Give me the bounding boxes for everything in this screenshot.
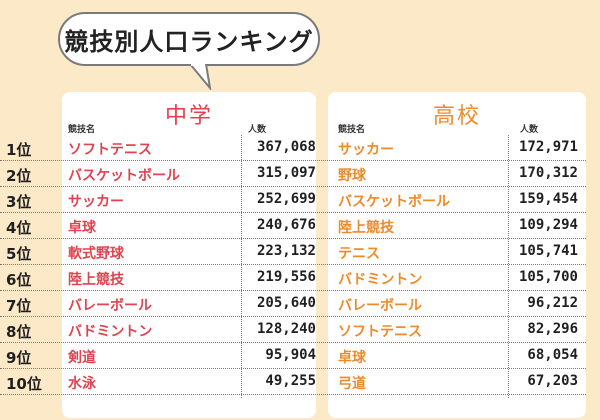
- title-speech-bubble: 競技別人口ランキング: [58, 12, 320, 90]
- table-row: 2位 バスケットボール 315,097 野球 170,312: [0, 161, 600, 187]
- table-row: 3位 サッカー 252,699 バスケットボール 159,454: [0, 187, 600, 213]
- high-school-count: 82,296: [527, 321, 578, 337]
- junior-high-count: 219,556: [256, 269, 316, 285]
- high-school-sport: 陸上競技: [338, 220, 394, 236]
- table-row: 1位 ソフトテニス 367,068 サッカー 172,971: [0, 135, 600, 161]
- table-row: 8位 バドミントン 128,240 ソフトテニス 82,296: [0, 317, 600, 343]
- junior-high-heading: 中学: [164, 104, 213, 129]
- high-school-column-divider: [508, 135, 509, 398]
- high-school-sport: サッカー: [338, 142, 394, 158]
- high-school-sport: 野球: [338, 168, 366, 184]
- high-school-sport: 弓道: [338, 376, 366, 392]
- row-divider: [0, 160, 586, 161]
- high-school-count: 159,454: [518, 191, 578, 207]
- junior-high-sport: 卓球: [68, 220, 96, 236]
- row-divider: [0, 186, 586, 187]
- rank-label: 1位: [6, 141, 32, 159]
- high-school-sport: バレーボール: [338, 298, 422, 314]
- high-school-sport-header: 競技名: [338, 125, 366, 135]
- junior-high-sport-header: 競技名: [68, 125, 96, 135]
- junior-high-count: 205,640: [256, 295, 316, 311]
- junior-high-sport: バスケットボール: [68, 168, 180, 184]
- junior-high-sport: ソフトテニス: [68, 142, 152, 158]
- junior-high-sport: 陸上競技: [68, 272, 124, 288]
- high-school-count-header: 人数: [520, 125, 539, 135]
- junior-high-sport: 水泳: [68, 376, 96, 392]
- high-school-sport: テニス: [338, 246, 380, 262]
- high-school-sport: バドミントン: [338, 272, 423, 288]
- junior-high-count: 315,097: [256, 165, 316, 181]
- table-row: 7位 バレーボール 205,640 バレーボール 96,212: [0, 291, 600, 317]
- row-divider: [0, 368, 586, 369]
- junior-high-column-divider: [241, 135, 242, 398]
- rank-label: 7位: [6, 297, 32, 315]
- rank-label: 10位: [6, 375, 42, 393]
- junior-high-count: 252,699: [256, 191, 316, 207]
- high-school-count: 109,294: [518, 217, 578, 233]
- row-divider: [0, 264, 586, 265]
- high-school-count: 96,212: [527, 295, 578, 311]
- junior-high-sport: バドミントン: [68, 324, 153, 340]
- junior-high-sport: 軟式野球: [68, 246, 124, 262]
- junior-high-count: 128,240: [256, 321, 316, 337]
- rank-label: 5位: [6, 245, 32, 263]
- junior-high-count: 240,676: [256, 217, 316, 233]
- junior-high-count: 49,255: [265, 373, 316, 389]
- rank-label: 6位: [6, 271, 32, 289]
- high-school-count: 68,054: [527, 347, 578, 363]
- junior-high-sport: バレーボール: [68, 298, 152, 314]
- high-school-sport: ソフトテニス: [338, 324, 422, 340]
- row-divider: [0, 342, 586, 343]
- table-row: 5位 軟式野球 223,132 テニス 105,741: [0, 239, 600, 265]
- junior-high-sport: 剣道: [68, 350, 96, 366]
- row-divider: [0, 394, 586, 395]
- high-school-count: 172,971: [518, 139, 578, 155]
- junior-high-count-header: 人数: [248, 125, 267, 135]
- table-row: 4位 卓球 240,676 陸上競技 109,294: [0, 213, 600, 239]
- high-school-count: 105,741: [518, 243, 578, 259]
- high-school-count: 105,700: [518, 269, 578, 285]
- row-divider: [0, 290, 586, 291]
- table-row: 6位 陸上競技 219,556 バドミントン 105,700: [0, 265, 600, 291]
- rank-label: 3位: [6, 193, 32, 211]
- rank-label: 2位: [6, 167, 32, 185]
- high-school-panel: 高校 競技名 人数: [328, 92, 586, 418]
- speech-bubble-tail: [190, 64, 212, 90]
- rank-label: 9位: [6, 349, 32, 367]
- rank-label: 8位: [6, 323, 32, 341]
- high-school-count: 170,312: [518, 165, 578, 181]
- junior-high-panel: 中学 競技名 人数: [62, 92, 316, 418]
- high-school-count: 67,203: [527, 373, 578, 389]
- junior-high-count: 95,904: [265, 347, 316, 363]
- row-divider: [0, 316, 586, 317]
- junior-high-count: 367,068: [256, 139, 316, 155]
- junior-high-sport: サッカー: [68, 194, 124, 210]
- rank-label: 4位: [6, 219, 32, 237]
- table-row: 9位 剣道 95,904 卓球 68,054: [0, 343, 600, 369]
- row-divider: [0, 238, 586, 239]
- junior-high-count: 223,132: [256, 243, 316, 259]
- page-title: 競技別人口ランキング: [64, 27, 314, 56]
- high-school-heading: 高校: [432, 104, 481, 129]
- table-row: 10位 水泳 49,255 弓道 67,203: [0, 369, 600, 395]
- row-divider: [0, 212, 586, 213]
- high-school-sport: 卓球: [338, 350, 366, 366]
- high-school-sport: バスケットボール: [338, 194, 450, 210]
